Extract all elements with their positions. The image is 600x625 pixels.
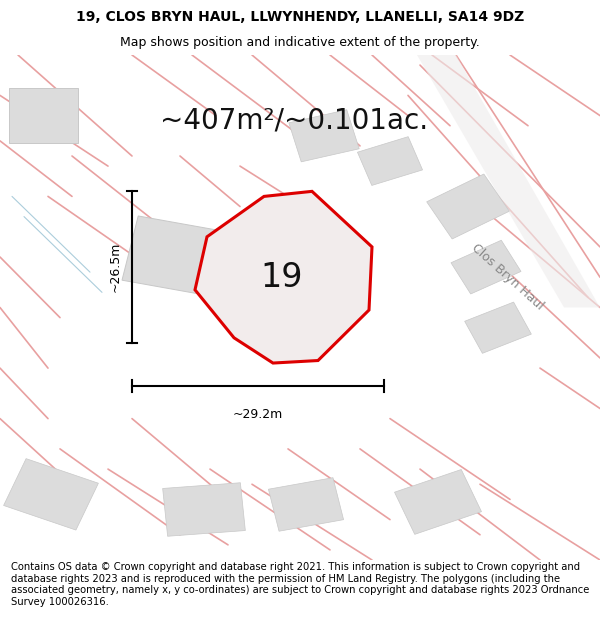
Text: 19, CLOS BRYN HAUL, LLWYNHENDY, LLANELLI, SA14 9DZ: 19, CLOS BRYN HAUL, LLWYNHENDY, LLANELLI… <box>76 10 524 24</box>
Text: Clos Bryn Haul: Clos Bryn Haul <box>469 242 545 312</box>
Polygon shape <box>395 469 481 534</box>
Polygon shape <box>427 174 509 239</box>
Polygon shape <box>289 110 359 162</box>
Text: 19: 19 <box>261 261 303 294</box>
Polygon shape <box>272 277 328 318</box>
Polygon shape <box>122 216 238 298</box>
Polygon shape <box>163 482 245 536</box>
Text: Map shows position and indicative extent of the property.: Map shows position and indicative extent… <box>120 36 480 49</box>
Text: ~407m²/~0.101ac.: ~407m²/~0.101ac. <box>160 107 428 134</box>
Text: ~26.5m: ~26.5m <box>108 242 121 292</box>
Polygon shape <box>417 55 600 308</box>
Polygon shape <box>268 478 344 531</box>
Polygon shape <box>195 191 372 363</box>
Text: Contains OS data © Crown copyright and database right 2021. This information is : Contains OS data © Crown copyright and d… <box>11 562 589 607</box>
Polygon shape <box>464 302 532 353</box>
Polygon shape <box>451 240 521 294</box>
Polygon shape <box>8 88 78 143</box>
Text: ~29.2m: ~29.2m <box>233 409 283 421</box>
Polygon shape <box>358 137 422 186</box>
Polygon shape <box>4 459 98 530</box>
